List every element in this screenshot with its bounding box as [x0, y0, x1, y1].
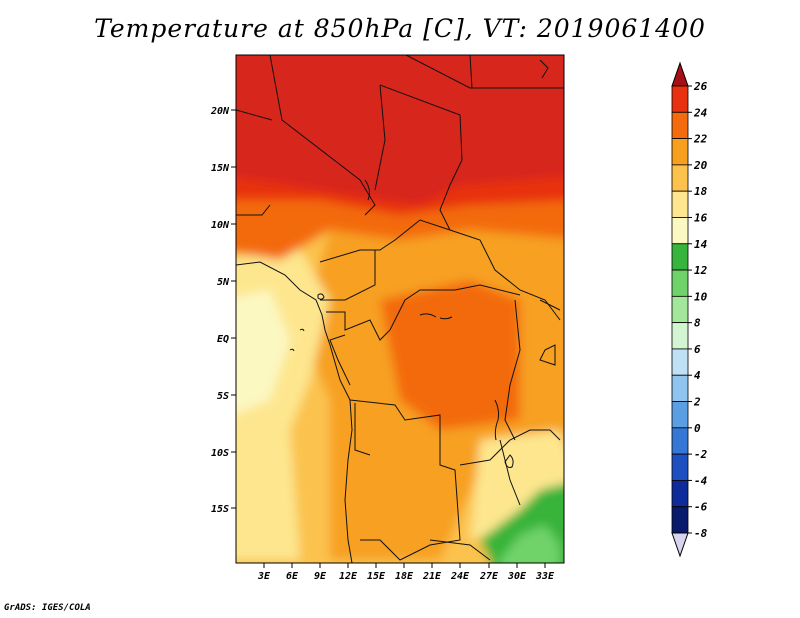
- colorbar-segment: [671, 243, 689, 271]
- lon-label: 33E: [535, 571, 555, 582]
- colorbar-label: 20: [693, 159, 708, 172]
- lon-label: 30E: [507, 571, 527, 582]
- lon-label: 15E: [367, 571, 386, 582]
- lat-label: 5N: [217, 277, 230, 288]
- grads-credit: GrADS: IGES/COLA: [4, 603, 91, 613]
- colorbar-segment: [671, 401, 689, 429]
- colorbar-segment: [671, 138, 689, 166]
- country-borders: [236, 55, 564, 563]
- lon-label: 6E: [286, 571, 299, 582]
- colorbar-label: 2: [693, 396, 701, 409]
- colorbar-label: 8: [694, 317, 701, 330]
- colorbar-label: -2: [694, 448, 708, 461]
- colorbar-segment: [671, 374, 689, 402]
- lon-label: 27E: [479, 571, 499, 582]
- colorbar-label: 12: [694, 264, 708, 277]
- lon-label: 9E: [314, 571, 327, 582]
- colorbar-label: 14: [694, 238, 708, 251]
- colorbar-label: 16: [694, 211, 708, 224]
- colorbar-label: 18: [694, 185, 708, 198]
- colorbar-segment: [671, 322, 689, 350]
- lon-ticks: [263, 563, 546, 568]
- colorbar-label: 10: [694, 290, 708, 303]
- colorbar-label: 26: [693, 80, 708, 93]
- colorbar-bottom-triangle: [671, 532, 689, 558]
- colorbar-segment: [671, 269, 689, 297]
- colorbar-segment: [671, 480, 689, 508]
- lat-label: 10N: [211, 220, 230, 231]
- lon-label: 3E: [257, 571, 271, 582]
- colorbar-label: -4: [694, 474, 708, 487]
- lon-label: 21E: [422, 571, 442, 582]
- colorbar-segment: [671, 295, 689, 324]
- colorbar-label: -8: [694, 527, 708, 540]
- colorbar-segment: [671, 427, 689, 455]
- colorbar-segment: [671, 111, 689, 139]
- lon-label: 18E: [395, 571, 414, 582]
- lat-label: 10S: [211, 448, 229, 459]
- colorbar-segment: [671, 217, 689, 245]
- colorbar-label: 22: [693, 133, 708, 146]
- colorbar-segment: [671, 85, 689, 113]
- lon-label: 12E: [339, 571, 358, 582]
- colorbar-top-triangle: [671, 61, 689, 87]
- colorbar-label: 24: [693, 106, 708, 119]
- colorbar-segment: [671, 348, 689, 376]
- colorbar-label: -6: [694, 501, 708, 514]
- lat-label: 15N: [211, 163, 230, 174]
- colorbar-label: 4: [694, 369, 701, 382]
- colorbar-segment: [671, 164, 689, 192]
- map-frame: [235, 54, 565, 564]
- colorbar-segment: [671, 190, 689, 218]
- map-title: Temperature at 850hPa [C], VT: 201906140…: [94, 14, 706, 43]
- lat-label: 20N: [210, 106, 230, 117]
- lon-label: 24E: [450, 571, 470, 582]
- colorbar-segment: [671, 506, 689, 534]
- lat-label: EQ: [217, 334, 229, 345]
- colorbar-segment: [671, 453, 689, 481]
- lat-label: 15S: [211, 504, 229, 515]
- colorbar-label: 6: [694, 343, 701, 356]
- lat-ticks: [231, 109, 236, 509]
- lat-label: 5S: [217, 391, 229, 402]
- colorbar-label: 0: [694, 422, 701, 435]
